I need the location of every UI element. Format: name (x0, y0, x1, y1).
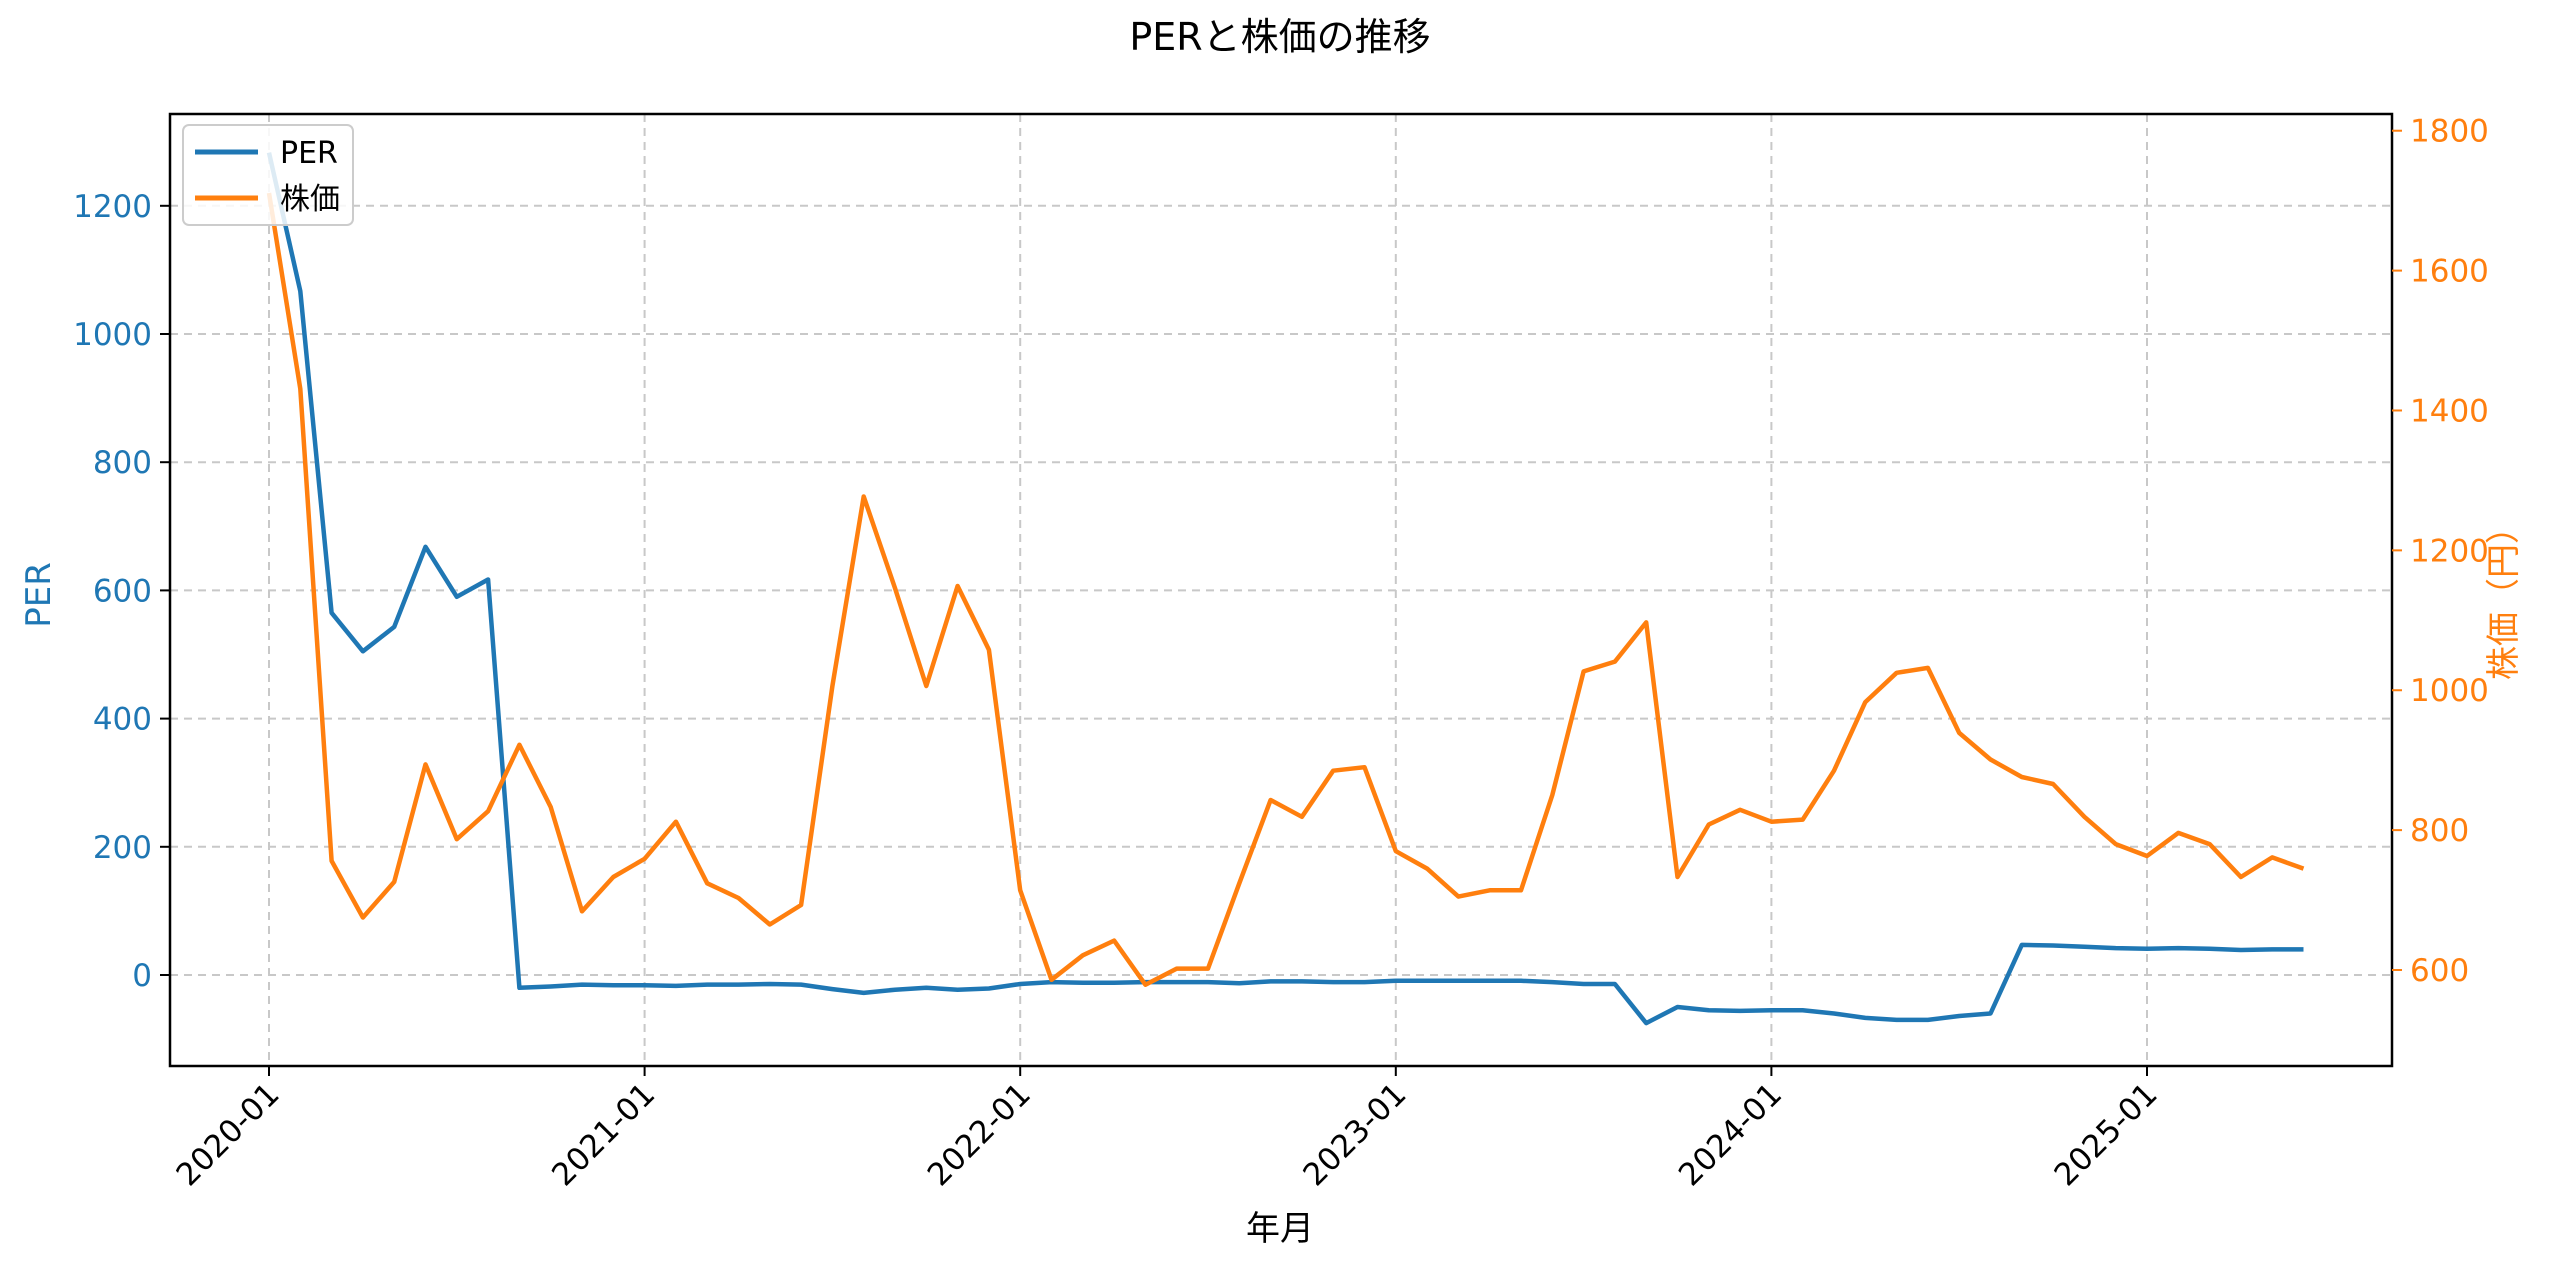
grid (170, 114, 2392, 1066)
right-axis-label: 株価（円） (2484, 510, 2524, 680)
right-tick-label: 800 (2410, 813, 2469, 849)
right-tick-label: 1600 (2410, 254, 2489, 290)
left-tick-label: 1200 (73, 189, 152, 225)
left-tick-label: 1000 (73, 317, 152, 353)
left-tick-label: 200 (93, 830, 152, 866)
per-line (266, 152, 2304, 1026)
x-tick-label: 2023-01 (1296, 1076, 1413, 1193)
x-tick-label: 2021-01 (545, 1076, 662, 1193)
left-tick-label: 0 (132, 958, 152, 994)
left-tick-label: 400 (93, 702, 152, 738)
x-tick-label: 2024-01 (1672, 1076, 1789, 1193)
chart-title: PERと株価の推移 (1129, 15, 1430, 59)
x-tick-label: 2020-01 (170, 1076, 287, 1193)
legend-label-price: 株価 (280, 182, 340, 217)
right-tick-label: 1800 (2410, 114, 2489, 150)
right-axis-ticks: 600 800 1000 1200 1400 1600 1800 (2392, 114, 2489, 989)
right-tick-label: 1400 (2410, 393, 2489, 429)
left-tick-label: 600 (93, 573, 152, 609)
data-lines (266, 152, 2305, 1026)
left-axis-ticks: 0 200 400 600 800 1000 1200 (73, 189, 170, 994)
right-tick-label: 1200 (2410, 533, 2489, 569)
x-axis-ticks: 2020-01 2021-01 2022-01 2023-01 2024-01 2025-… (170, 1066, 2165, 1193)
x-tick-label: 2022-01 (921, 1076, 1038, 1193)
left-axis-label: PER (19, 562, 59, 628)
right-tick-label: 1000 (2410, 673, 2489, 709)
x-tick-label: 2025-01 (2048, 1076, 2165, 1193)
x-axis-label: 年月 (1246, 1209, 1314, 1249)
legend: PER 株価 (182, 124, 354, 226)
price-line (266, 192, 2305, 987)
left-tick-label: 800 (93, 445, 152, 481)
legend-label-per: PER (280, 136, 338, 171)
right-tick-label: 600 (2410, 953, 2469, 989)
